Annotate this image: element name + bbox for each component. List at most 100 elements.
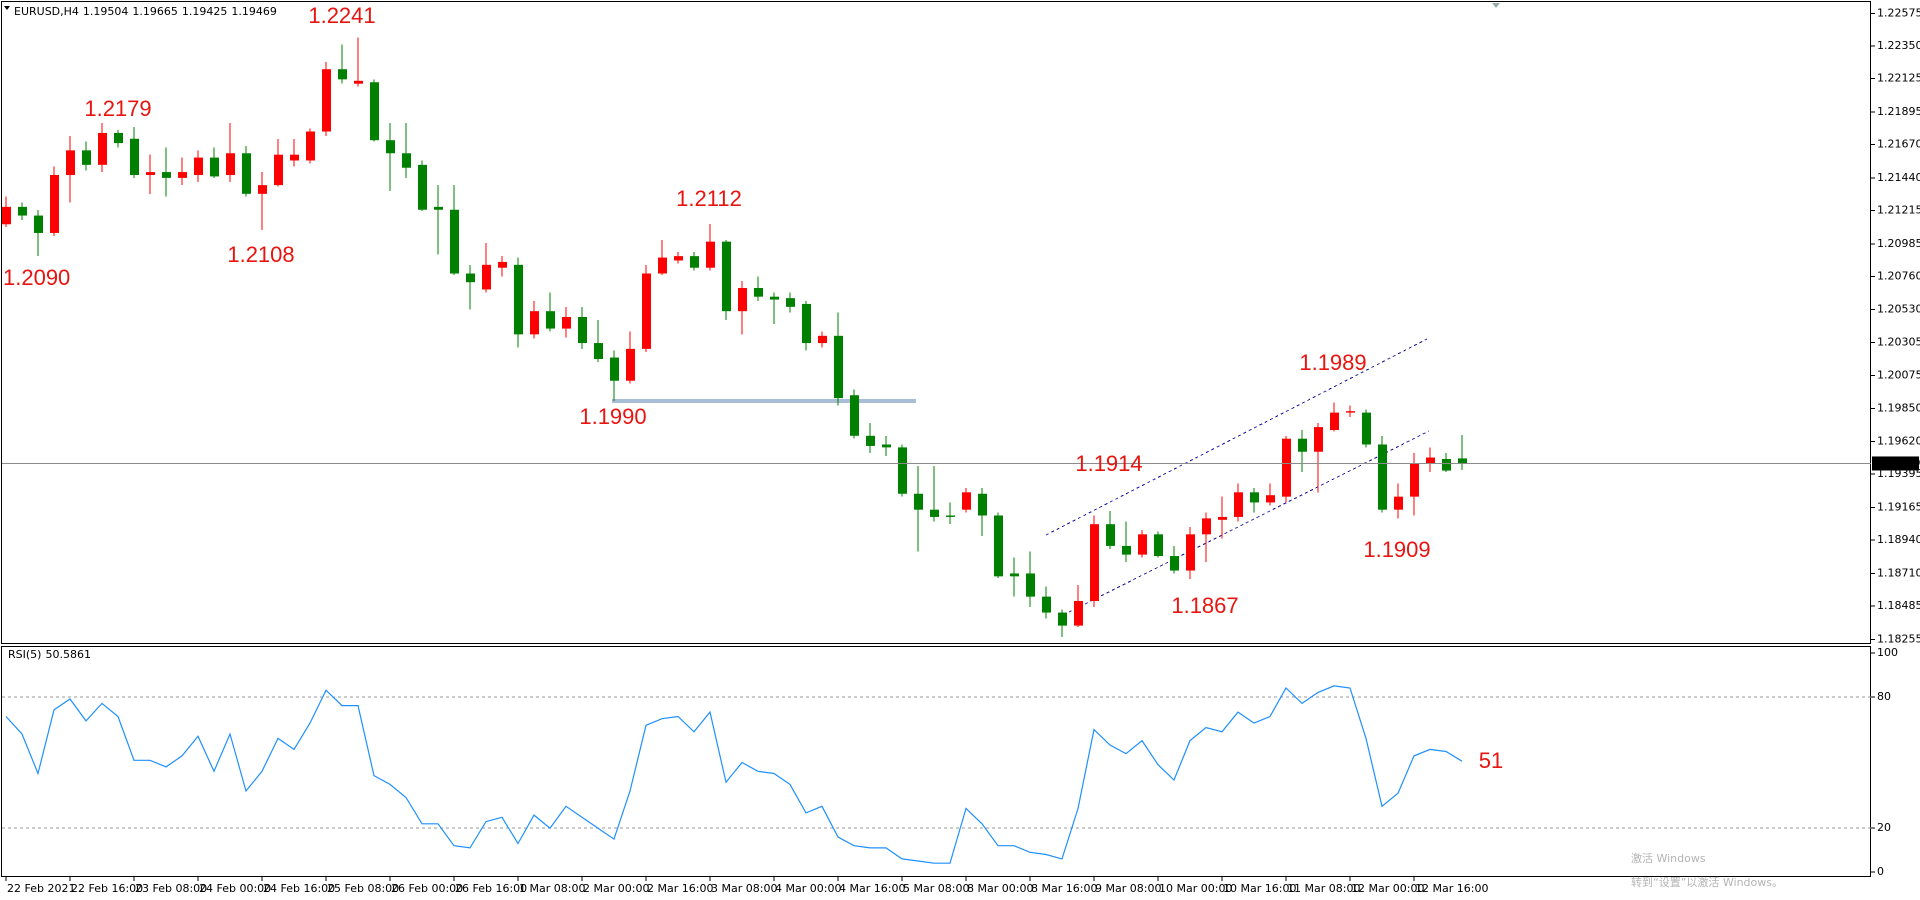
current-price-label: 1.19469 — [1875, 456, 1920, 469]
candle-body — [1442, 458, 1451, 471]
candle-body — [194, 157, 203, 175]
candle-body — [402, 153, 411, 168]
candle-body — [354, 80, 363, 84]
x-tick-label: 2 Mar 00:00 — [583, 882, 649, 895]
open-value: 1.19504 — [83, 5, 129, 18]
x-tick-label: 11 Mar 08:00 — [1287, 882, 1360, 895]
candle-body — [1346, 411, 1355, 413]
x-tick-label: 9 Mar 08:00 — [1095, 882, 1161, 895]
annotation: 1.2108 — [227, 242, 294, 267]
x-tick-label: 3 Mar 08:00 — [711, 882, 777, 895]
x-tick-label: 2 Mar 16:00 — [647, 882, 713, 895]
rsi-header: RSI(5) 50.5861 — [8, 648, 91, 661]
candle-body — [434, 206, 443, 210]
candle-body — [1042, 596, 1051, 613]
current-price-box — [1872, 456, 1919, 471]
x-tick-label: 12 Mar 16:00 — [1415, 882, 1488, 895]
candle-body — [962, 492, 971, 510]
candle-body — [98, 132, 107, 165]
x-tick-label: 5 Mar 08:00 — [903, 882, 969, 895]
x-tick-label: 22 Feb 2021 — [7, 882, 75, 895]
menu-triangle[interactable] — [4, 6, 10, 10]
candle-body — [386, 140, 395, 154]
candle-body — [258, 185, 267, 194]
y-tick-label: 1.19620 — [1877, 435, 1920, 448]
candle-body — [642, 273, 651, 349]
channel-lower — [1068, 430, 1430, 613]
candle-body — [658, 257, 667, 274]
candle-body — [802, 303, 811, 344]
candle-body — [130, 138, 139, 175]
y-tick-label: 1.21895 — [1877, 105, 1920, 118]
candle-body — [1138, 534, 1147, 555]
x-tick-label: 25 Feb 08:00 — [327, 882, 399, 895]
y-tick-label: 80 — [1877, 690, 1891, 703]
x-tick-label: 22 Feb 16:00 — [71, 882, 143, 895]
y-tick-label: 1.18255 — [1877, 632, 1920, 645]
candle-body — [1106, 524, 1115, 546]
annotation: 1.1989 — [1299, 350, 1366, 375]
candle-body — [1090, 524, 1099, 601]
candle-body — [914, 493, 923, 510]
y-tick-label: 1.19165 — [1877, 501, 1920, 514]
x-tick-label: 23 Feb 08:00 — [135, 882, 207, 895]
candle-body — [562, 316, 571, 329]
candle-body — [242, 153, 251, 194]
candle-body — [370, 82, 379, 141]
candle-body — [626, 348, 635, 381]
candle-body — [674, 256, 683, 261]
price-panel-frame — [1, 1, 1871, 644]
y-tick-label: 1.20530 — [1877, 303, 1920, 316]
annotation: 1.1914 — [1075, 451, 1142, 476]
chart-header: EURUSD,H4 1.19504 1.19665 1.19425 1.19469 — [14, 5, 277, 18]
y-tick-label: 1.21670 — [1877, 138, 1920, 151]
candle-body — [1362, 412, 1371, 445]
candle-body — [1074, 600, 1083, 626]
candle-body — [690, 256, 699, 268]
candle-body — [786, 298, 795, 307]
candle-body — [770, 296, 779, 300]
x-tick-label: 10 Mar 16:00 — [1223, 882, 1296, 895]
rsi-name: RSI(5) — [8, 648, 41, 661]
candle-body — [66, 150, 75, 175]
candle-body — [530, 311, 539, 335]
candle-body — [866, 435, 875, 446]
candle-body — [18, 206, 27, 216]
y-tick-label: 1.22350 — [1877, 39, 1920, 52]
y-tick-label: 1.18485 — [1877, 599, 1920, 612]
candle-body — [498, 261, 507, 268]
candle-body — [50, 174, 59, 233]
candle-body — [146, 172, 155, 175]
candle-body — [338, 69, 347, 80]
x-tick-label: 4 Mar 16:00 — [839, 882, 905, 895]
y-tick-label: 1.20305 — [1877, 335, 1920, 348]
candle-body — [834, 335, 843, 399]
annotation: 1.2090 — [3, 265, 70, 290]
x-tick-label: 1 Mar 08:00 — [519, 882, 585, 895]
candle-body — [594, 343, 603, 359]
candle-body — [274, 154, 283, 186]
x-tick-label: 24 Feb 00:00 — [199, 882, 271, 895]
annotation: 1.1867 — [1171, 593, 1238, 618]
candle-body — [1010, 573, 1019, 577]
y-tick-label: 1.22125 — [1877, 72, 1920, 85]
y-tick-label: 1.18710 — [1877, 566, 1920, 579]
annotation: 1.2112 — [676, 186, 742, 211]
watermark-subtitle: 转到“设置”以激活 Windows。 — [1631, 875, 1783, 889]
candle-body — [418, 164, 427, 210]
candle-body — [34, 215, 43, 233]
annotation: 51 — [1479, 748, 1503, 773]
candle-body — [322, 69, 331, 132]
candle-body — [114, 132, 123, 144]
x-tick-label: 26 Feb 16:00 — [455, 882, 527, 895]
y-tick-label: 20 — [1877, 821, 1891, 834]
candle-body — [1058, 612, 1067, 626]
candle-body — [290, 154, 299, 161]
candle-body — [994, 515, 1003, 577]
candle-body — [610, 357, 619, 381]
x-tick-label: 12 Mar 00:00 — [1351, 882, 1424, 895]
candle-body — [1314, 427, 1323, 452]
